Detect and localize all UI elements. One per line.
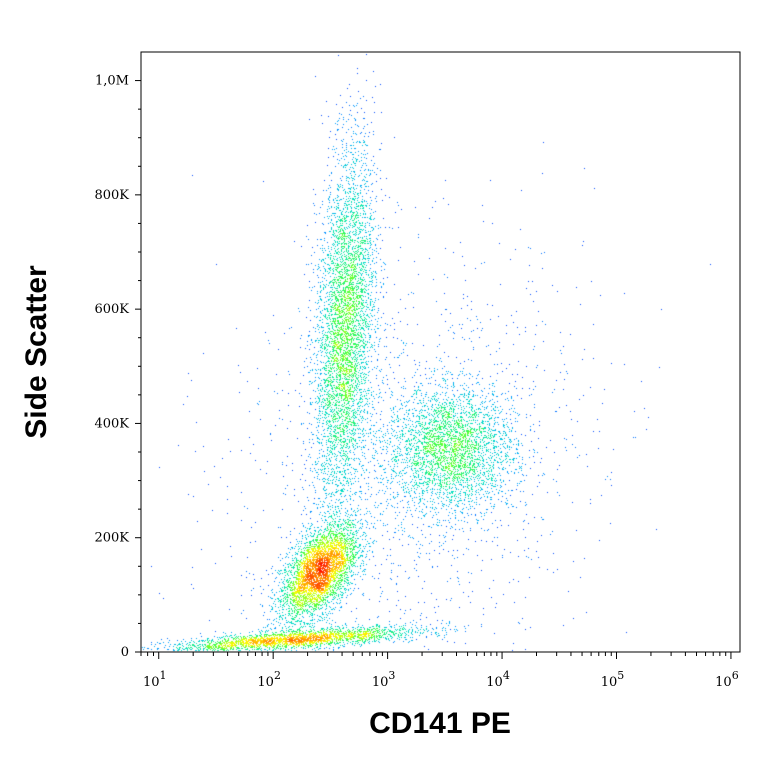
y-tick-label: 400K xyxy=(94,416,129,431)
scatter-points xyxy=(141,52,740,652)
y-tick-label: 600K xyxy=(94,302,129,317)
x-tick-label: 101 xyxy=(143,669,167,690)
density-dots xyxy=(141,52,740,652)
x-tick-label: 104 xyxy=(486,669,510,690)
x-tick-label: 103 xyxy=(372,669,396,690)
y-tick-label: 800K xyxy=(94,188,129,203)
x-tick-label: 106 xyxy=(715,669,739,690)
y-tick-label: 1,0M xyxy=(95,74,129,89)
axes: 0 200K 400K 600K 800K 1,0M 101 102 103 104 105 106 xyxy=(94,74,738,690)
x-tick-label: 105 xyxy=(601,669,625,690)
x-tick-label: 102 xyxy=(257,669,281,690)
y-tick-label: 0 xyxy=(121,645,129,660)
y-tick-label: 200K xyxy=(94,531,129,546)
x-axis-title: CD141 PE xyxy=(369,707,511,740)
y-axis-title: Side Scatter xyxy=(20,265,53,439)
